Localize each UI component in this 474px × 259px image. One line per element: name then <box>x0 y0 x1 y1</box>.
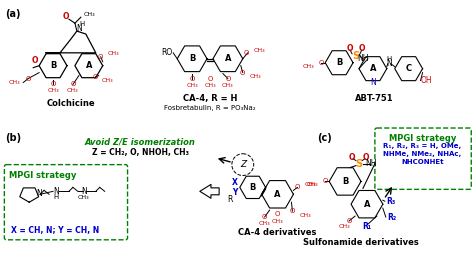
Text: Sulfonamide derivatives: Sulfonamide derivatives <box>303 238 419 247</box>
Text: CH₃: CH₃ <box>300 213 311 218</box>
Text: Fosbretabulin, R = PO₃Na₂: Fosbretabulin, R = PO₃Na₂ <box>164 105 256 111</box>
Text: ABT-751: ABT-751 <box>355 94 393 103</box>
Text: CH₃: CH₃ <box>67 88 79 93</box>
Text: CH₃: CH₃ <box>102 78 113 83</box>
Text: CH₃: CH₃ <box>222 83 234 88</box>
Text: (c): (c) <box>317 133 332 143</box>
Text: NH: NH <box>365 159 377 168</box>
Text: OH: OH <box>420 76 432 85</box>
Text: CA-4 derivatives: CA-4 derivatives <box>238 228 317 238</box>
Text: NHMe, NMe₂, NHAc,: NHMe, NMe₂, NHAc, <box>383 151 462 157</box>
Text: O: O <box>349 153 356 162</box>
Text: O: O <box>240 70 246 76</box>
Text: O: O <box>207 76 213 82</box>
Text: A: A <box>85 61 92 70</box>
Text: B: B <box>50 61 56 70</box>
Text: R₁, R₂, R₃ = H, OMe,: R₁, R₂, R₃ = H, OMe, <box>383 143 462 149</box>
Text: RO: RO <box>161 48 172 57</box>
Text: CH₃: CH₃ <box>338 225 350 229</box>
Text: H: H <box>79 21 84 27</box>
Text: O: O <box>98 54 103 60</box>
Text: O: O <box>275 211 280 217</box>
Text: O: O <box>262 214 267 220</box>
Text: N: N <box>36 189 42 198</box>
Text: NH: NH <box>357 54 369 63</box>
Text: O: O <box>70 82 75 88</box>
Text: H: H <box>54 194 59 200</box>
Text: Z = CH₂, O, NHOH, CH₃: Z = CH₂, O, NHOH, CH₃ <box>92 148 189 157</box>
Text: R: R <box>228 195 233 204</box>
Text: O: O <box>290 208 295 214</box>
Text: CH₃: CH₃ <box>108 51 119 56</box>
Text: O: O <box>93 74 99 80</box>
Text: CH₃: CH₃ <box>204 83 216 88</box>
Text: CH₃: CH₃ <box>254 48 265 53</box>
Text: B: B <box>342 177 348 186</box>
Circle shape <box>232 154 254 176</box>
Text: Avoid Z/E isomerization: Avoid Z/E isomerization <box>85 138 196 147</box>
Text: O: O <box>244 50 249 56</box>
Text: CH₃: CH₃ <box>47 88 59 93</box>
Text: O: O <box>319 60 324 66</box>
Text: CH₃: CH₃ <box>272 219 283 224</box>
Text: R₂: R₂ <box>387 213 396 221</box>
Text: O: O <box>295 184 300 190</box>
Text: O: O <box>322 178 328 184</box>
Text: A: A <box>274 190 281 199</box>
Text: Colchicine: Colchicine <box>46 99 95 108</box>
Text: Y: Y <box>232 188 238 197</box>
Text: CH₃: CH₃ <box>78 195 90 200</box>
Text: O: O <box>63 12 69 21</box>
Text: X: X <box>232 178 238 187</box>
Text: O: O <box>190 76 195 82</box>
Text: O: O <box>363 153 369 162</box>
Text: O: O <box>225 76 230 82</box>
Text: MPGI strategy: MPGI strategy <box>9 171 77 179</box>
Text: B: B <box>249 183 256 192</box>
Text: N: N <box>386 59 392 68</box>
Text: A: A <box>364 200 370 209</box>
Text: R₁: R₁ <box>362 222 372 232</box>
Text: R₃: R₃ <box>386 197 395 206</box>
Text: A: A <box>370 64 376 73</box>
Text: CH₃: CH₃ <box>307 182 318 187</box>
Text: CH₃: CH₃ <box>186 83 198 88</box>
Text: C: C <box>406 64 412 73</box>
Text: Z: Z <box>240 160 246 169</box>
Text: B: B <box>189 54 195 63</box>
Text: CH₃: CH₃ <box>303 64 314 69</box>
Text: CH₃: CH₃ <box>304 182 316 187</box>
Text: O: O <box>347 44 353 53</box>
Text: O: O <box>32 56 38 65</box>
Text: NHCONHEt: NHCONHEt <box>401 159 444 165</box>
Text: A: A <box>225 54 231 63</box>
Text: CH₃: CH₃ <box>259 221 271 226</box>
Text: CH₃: CH₃ <box>250 74 261 79</box>
Text: CA-4, R = H: CA-4, R = H <box>183 94 237 103</box>
Text: N: N <box>81 187 87 196</box>
Text: (b): (b) <box>5 133 21 143</box>
Text: N: N <box>76 24 82 33</box>
Text: MPGI strategy: MPGI strategy <box>389 134 456 143</box>
Text: CH₃: CH₃ <box>84 12 95 17</box>
Text: H: H <box>386 56 392 62</box>
Text: X = CH, N; Y = CH, N: X = CH, N; Y = CH, N <box>11 226 100 235</box>
Text: N: N <box>370 78 376 87</box>
Text: O: O <box>50 82 56 88</box>
Text: S: S <box>356 159 363 169</box>
Text: B: B <box>336 58 342 67</box>
Text: S: S <box>353 51 360 61</box>
Text: CH₃: CH₃ <box>9 80 20 85</box>
FancyArrowPatch shape <box>200 184 219 198</box>
Text: O: O <box>359 44 365 53</box>
Text: N: N <box>53 187 59 196</box>
Text: (a): (a) <box>5 9 21 19</box>
Text: O: O <box>26 76 31 82</box>
Text: O: O <box>346 218 352 224</box>
